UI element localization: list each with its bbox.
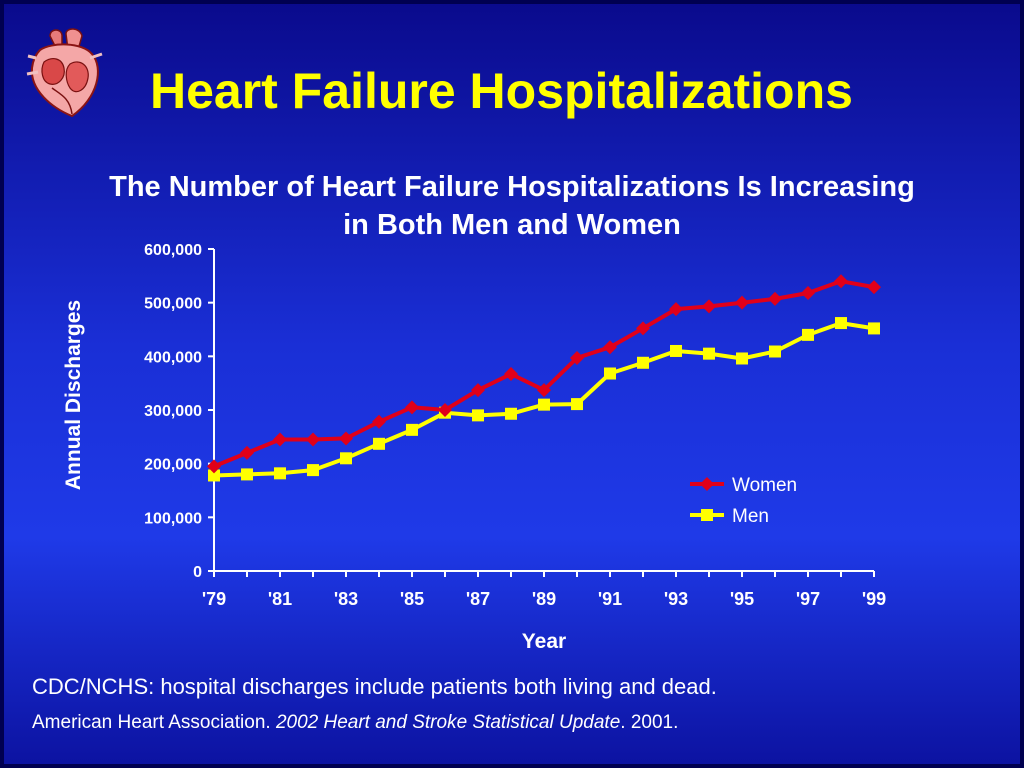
data-point-women — [636, 321, 650, 336]
x-tick-label: '97 — [796, 589, 820, 609]
y-tick-label: 500,000 — [144, 296, 202, 313]
source-footnote: CDC/NCHS: hospital discharges include pa… — [32, 674, 717, 699]
data-point-men — [868, 322, 880, 335]
data-point-men — [637, 356, 649, 369]
data-point-women — [669, 302, 683, 317]
data-point-women — [867, 280, 881, 295]
data-point-women — [834, 274, 848, 289]
y-tick-label: 0 — [193, 564, 202, 581]
data-point-men — [406, 423, 418, 436]
data-point-women — [405, 400, 419, 415]
data-point-women — [339, 431, 353, 446]
x-tick-label: '81 — [268, 589, 292, 609]
y-tick-label: 200,000 — [144, 457, 202, 474]
subtitle-line-2: in Both Men and Women — [343, 209, 681, 241]
citation-title: 2002 Heart and Stroke Statistical Update — [275, 712, 621, 733]
chart-subtitle: The Number of Heart Failure Hospitalizat… — [20, 168, 1004, 244]
x-axis-title: Year — [522, 630, 566, 653]
x-tick-label: '99 — [862, 589, 886, 609]
data-point-men — [670, 344, 682, 357]
heart-anatomy-icon — [26, 28, 103, 118]
data-point-men — [703, 347, 715, 360]
legend-label-women: Women — [732, 475, 797, 496]
data-point-women — [471, 383, 485, 398]
data-point-women — [702, 299, 716, 314]
data-point-women — [735, 295, 749, 310]
y-tick-label: 400,000 — [144, 349, 202, 366]
data-point-women — [768, 291, 782, 306]
data-point-men — [505, 407, 517, 420]
data-point-men — [208, 469, 220, 482]
legend-marker-women — [700, 477, 714, 491]
y-tick-label: 300,000 — [144, 403, 202, 420]
data-point-men — [538, 398, 550, 411]
y-tick-label: 100,000 — [144, 510, 202, 527]
data-point-women — [537, 383, 551, 398]
data-point-women — [240, 445, 254, 460]
data-point-women — [801, 286, 815, 301]
x-tick-label: '95 — [730, 589, 754, 609]
data-point-men — [835, 317, 847, 330]
x-tick-label: '85 — [400, 589, 424, 609]
x-tick-label: '79 — [202, 589, 226, 609]
data-point-men — [604, 367, 616, 380]
y-tick-label: 600,000 — [144, 242, 202, 259]
data-point-men — [571, 398, 583, 411]
x-tick-label: '89 — [532, 589, 556, 609]
data-point-men — [472, 409, 484, 422]
data-point-women — [603, 340, 617, 355]
data-point-men — [736, 352, 748, 365]
data-point-men — [769, 345, 781, 358]
legend-label-men: Men — [732, 506, 769, 527]
slide-title: Heart Failure Hospitalizations — [150, 63, 853, 119]
data-point-women — [306, 432, 320, 447]
x-tick-label: '93 — [664, 589, 688, 609]
subtitle-line-1: The Number of Heart Failure Hospitalizat… — [109, 171, 915, 203]
data-point-women — [504, 367, 518, 382]
data-point-men — [274, 467, 286, 480]
data-point-men — [802, 328, 814, 341]
data-point-women — [207, 459, 221, 474]
data-point-women — [372, 414, 386, 429]
data-point-men — [307, 464, 319, 477]
citation-year: . 2001. — [620, 712, 679, 733]
y-axis-title: Annual Discharges — [62, 300, 85, 490]
data-point-women — [273, 432, 287, 447]
data-point-men — [340, 452, 352, 465]
x-tick-label: '83 — [334, 589, 358, 609]
data-point-men — [241, 468, 253, 481]
data-point-women — [570, 350, 584, 365]
x-tick-label: '87 — [466, 589, 490, 609]
data-point-women — [438, 403, 452, 417]
citation-org: American Heart Association. — [32, 712, 276, 733]
citation: American Heart Association. 2002 Heart a… — [32, 712, 678, 734]
x-tick-label: '91 — [598, 589, 622, 609]
data-point-men — [373, 437, 385, 450]
legend-marker-men — [701, 509, 713, 521]
